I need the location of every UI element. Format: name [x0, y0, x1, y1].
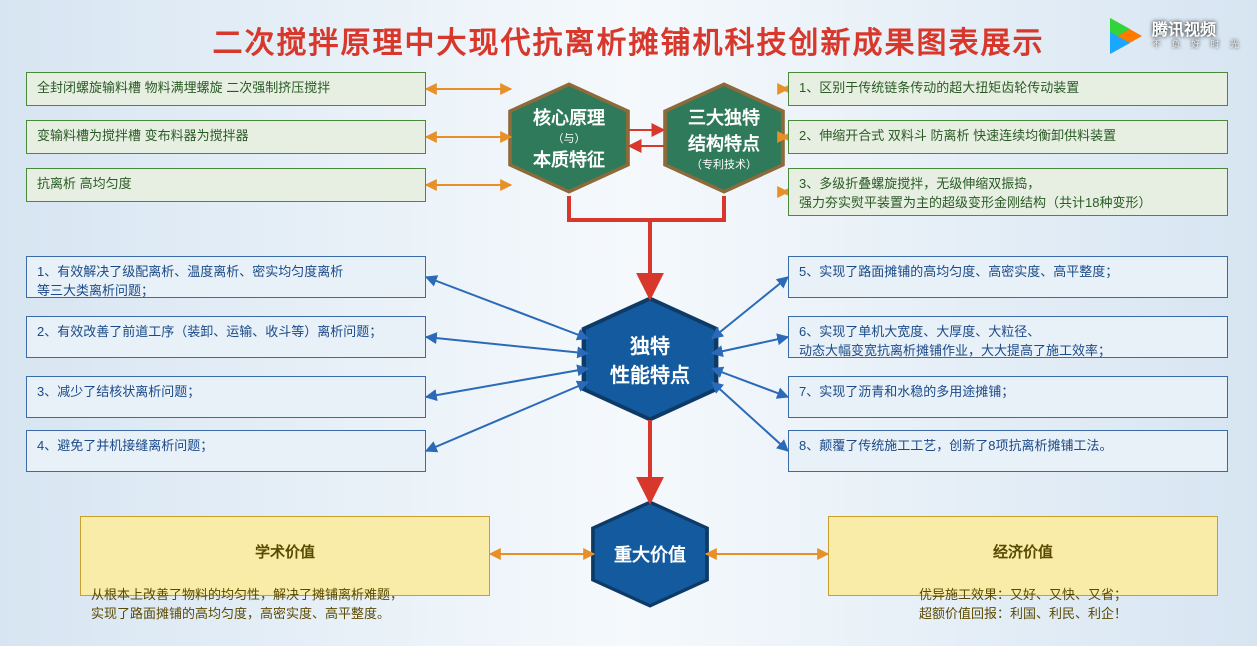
- right-blue-box-6: 6、实现了单机大宽度、大厚度、大粒径、 动态大幅变宽抗离析摊铺作业，大大提高了施…: [788, 316, 1228, 358]
- logo-sub-text: 不 负 好 时 光: [1152, 40, 1243, 50]
- right-blue-box-7: 7、实现了沥青和水稳的多用途摊铺；: [788, 376, 1228, 418]
- right-green-box-2: 2、伸缩开合式 双料斗 防离析 快速连续均衡卸供料装置: [788, 120, 1228, 154]
- value-left-box: 学术价值 从根本上改善了物料的均匀性，解决了摊铺离析难题， 实现了路面摊铺的高均…: [80, 516, 490, 596]
- value-right-body: 优异施工效果：又好、又快、又省； 超额价值回报：利国、利民、利企！: [919, 587, 1127, 621]
- left-blue-box-2: 2、有效改善了前道工序（装卸、运输、收斗等）离析问题；: [26, 316, 426, 358]
- hex-value: 重大价值: [588, 500, 712, 608]
- hex-struct-note: （专利技术）: [691, 156, 757, 172]
- hex-core-l2: （与）: [553, 130, 586, 146]
- right-green-box-3: 3、多级折叠螺旋搅拌，无级伸缩双振捣， 强力夯实熨平装置为主的超级变形金刚结构（…: [788, 168, 1228, 216]
- hex-struct-l3: 结构特点: [688, 130, 760, 156]
- right-green-box-1: 1、区别于传统链条传动的超大扭矩齿轮传动装置: [788, 72, 1228, 106]
- value-left-title: 学术价值: [91, 542, 479, 564]
- hex-core: 核心原理 （与） 本质特征: [505, 82, 633, 194]
- left-blue-box-3: 3、减少了结核状离析问题；: [26, 376, 426, 418]
- hex-perf-l3: 性能特点: [610, 359, 690, 388]
- left-green-box-3: 抗离析 高均匀度: [26, 168, 426, 202]
- hex-core-l1: 核心原理: [533, 104, 605, 130]
- value-left-body: 从根本上改善了物料的均匀性，解决了摊铺离析难题， 实现了路面摊铺的高均匀度，高密…: [91, 587, 403, 621]
- hex-struct: 三大独特 结构特点 （专利技术）: [660, 82, 788, 194]
- hex-perf: 独特 性能特点: [578, 296, 722, 422]
- hex-value-l1: 重大价值: [614, 541, 686, 567]
- hex-core-l3: 本质特征: [533, 146, 605, 172]
- right-blue-box-5: 5、实现了路面摊铺的高均匀度、高密实度、高平整度；: [788, 256, 1228, 298]
- left-blue-box-4: 4、避免了并机接缝离析问题；: [26, 430, 426, 472]
- right-blue-box-8: 8、颠覆了传统施工工艺，创新了8项抗离析摊铺工法。: [788, 430, 1228, 472]
- hex-struct-l1: 三大独特: [688, 104, 760, 130]
- value-right-box: 经济价值 优异施工效果：又好、又快、又省； 超额价值回报：利国、利民、利企！: [828, 516, 1218, 596]
- play-icon: [1102, 14, 1146, 58]
- hex-perf-l1: 独特: [630, 330, 670, 359]
- left-blue-box-1: 1、有效解决了级配离析、温度离析、密实均匀度离析 等三大类离析问题；: [26, 256, 426, 298]
- left-green-box-2: 变输料槽为搅拌槽 变布料器为搅拌器: [26, 120, 426, 154]
- logo-main-text: 腾讯视频: [1152, 22, 1243, 40]
- value-right-title: 经济价值: [839, 542, 1207, 564]
- tencent-video-logo: 腾讯视频 不 负 好 时 光: [1102, 14, 1243, 58]
- page-title: 二次搅拌原理中大现代抗离析摊铺机科技创新成果图表展示: [0, 18, 1257, 62]
- left-green-box-1: 全封闭螺旋输料槽 物料满埋螺旋 二次强制挤压搅拌: [26, 72, 426, 106]
